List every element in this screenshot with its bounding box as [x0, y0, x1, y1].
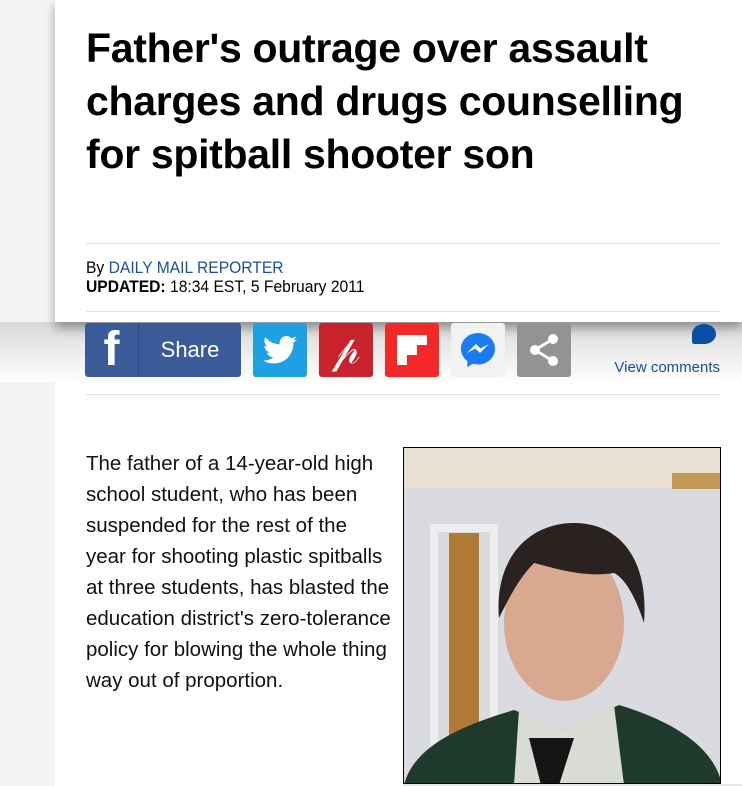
- author-link[interactable]: DAILY MAIL REPORTER: [108, 258, 284, 277]
- byline-prefix: By: [86, 258, 109, 277]
- twitter-icon: [263, 336, 297, 364]
- divider: [86, 394, 720, 395]
- twitter-share-button[interactable]: [253, 323, 307, 377]
- more-share-button[interactable]: [517, 323, 571, 377]
- comment-bubble-icon: [692, 324, 716, 344]
- view-comments-label: View comments: [614, 359, 720, 376]
- pinterest-icon: 𝓅: [331, 327, 361, 373]
- view-comments-link[interactable]: View comments: [614, 324, 720, 376]
- flipboard-icon: [397, 335, 427, 365]
- facebook-share-label: Share: [160, 337, 220, 362]
- byline: By DAILY MAIL REPORTER UPDATED: 18:34 ES…: [86, 258, 364, 296]
- bottom-edge: [403, 784, 742, 786]
- pinterest-share-button[interactable]: 𝓅: [319, 323, 373, 377]
- article-photo: [403, 447, 721, 784]
- article-paragraph: The father of a 14-year-old high school …: [86, 452, 391, 692]
- divider: [86, 243, 720, 244]
- messenger-share-button[interactable]: [451, 323, 505, 377]
- facebook-icon: f: [85, 323, 139, 377]
- divider: [86, 311, 720, 312]
- share-icon: [530, 334, 558, 366]
- updated-label: UPDATED:: [86, 277, 166, 296]
- facebook-share-button[interactable]: f Share: [85, 323, 241, 377]
- messenger-icon: [461, 333, 495, 367]
- headline: Father's outrage over assault charges an…: [86, 25, 684, 177]
- updated-value: 18:34 EST, 5 February 2011: [165, 277, 365, 296]
- header-card: [55, 0, 742, 322]
- flipboard-share-button[interactable]: [385, 323, 439, 377]
- left-gutter: [0, 0, 55, 786]
